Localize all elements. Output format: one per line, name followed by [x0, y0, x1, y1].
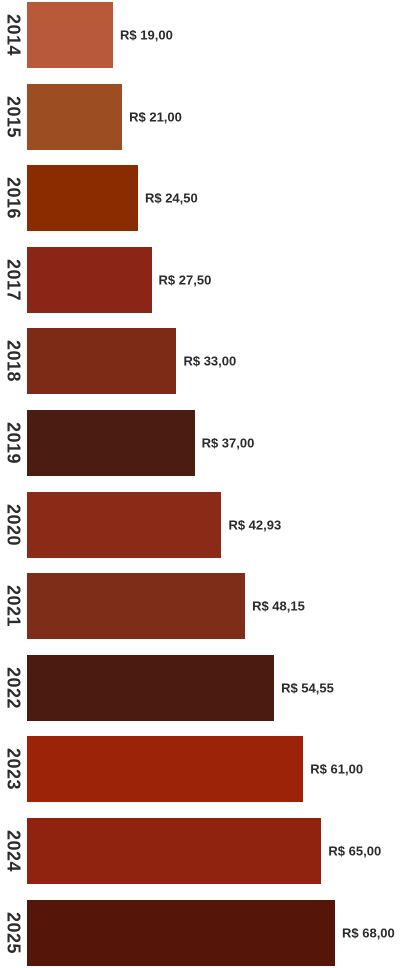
year-label-text: 2024	[3, 829, 24, 873]
year-label: 2015	[0, 84, 26, 150]
year-label: 2020	[0, 492, 26, 558]
bar	[27, 654, 275, 721]
year-label-text: 2022	[3, 666, 24, 709]
bar	[27, 736, 304, 803]
year-label-text: 2021	[3, 585, 24, 628]
bar	[27, 818, 322, 884]
year-label-text: 2023	[3, 748, 24, 791]
year-label: 2014	[0, 2, 26, 68]
year-label-text: 2019	[3, 421, 24, 465]
year-label-text: 2025	[3, 911, 24, 954]
value-label: R$ 68,00	[342, 925, 395, 941]
year-label: 2017	[0, 247, 26, 313]
value-label: R$ 19,00	[120, 27, 173, 43]
year-label: 2018	[0, 328, 26, 394]
value-label: R$ 65,00	[328, 843, 382, 859]
year-label-text: 2016	[3, 177, 24, 220]
year-label: 2016	[0, 165, 26, 231]
year-label: 2022	[0, 655, 26, 721]
year-label: 2021	[0, 573, 26, 639]
bar	[27, 165, 138, 232]
value-label: R$ 21,00	[129, 109, 182, 125]
bar	[27, 246, 152, 313]
year-label-text: 2017	[3, 258, 24, 301]
value-label: R$ 37,00	[201, 435, 255, 451]
bar	[27, 328, 177, 395]
bar	[27, 83, 123, 150]
year-label-text: 2015	[3, 95, 24, 138]
value-label: R$ 48,15	[252, 598, 305, 614]
year-label: 2023	[0, 736, 26, 802]
value-label: R$ 61,00	[310, 761, 364, 777]
bar	[27, 573, 246, 640]
year-label: 2019	[0, 410, 26, 476]
year-label: 2025	[0, 900, 26, 966]
year-label-text: 2020	[3, 503, 24, 546]
bar	[27, 491, 222, 558]
bar	[27, 2, 114, 68]
value-label: R$ 54,55	[281, 680, 334, 696]
year-label: 2024	[0, 818, 26, 884]
year-label-text: 2014	[3, 13, 24, 57]
value-label: R$ 42,93	[228, 517, 282, 533]
bar	[27, 410, 195, 476]
value-label: R$ 24,50	[144, 190, 198, 206]
value-label: R$ 33,00	[183, 353, 237, 369]
value-label: R$ 27,50	[158, 272, 212, 288]
bar	[27, 899, 335, 966]
year-label-text: 2018	[3, 340, 24, 383]
